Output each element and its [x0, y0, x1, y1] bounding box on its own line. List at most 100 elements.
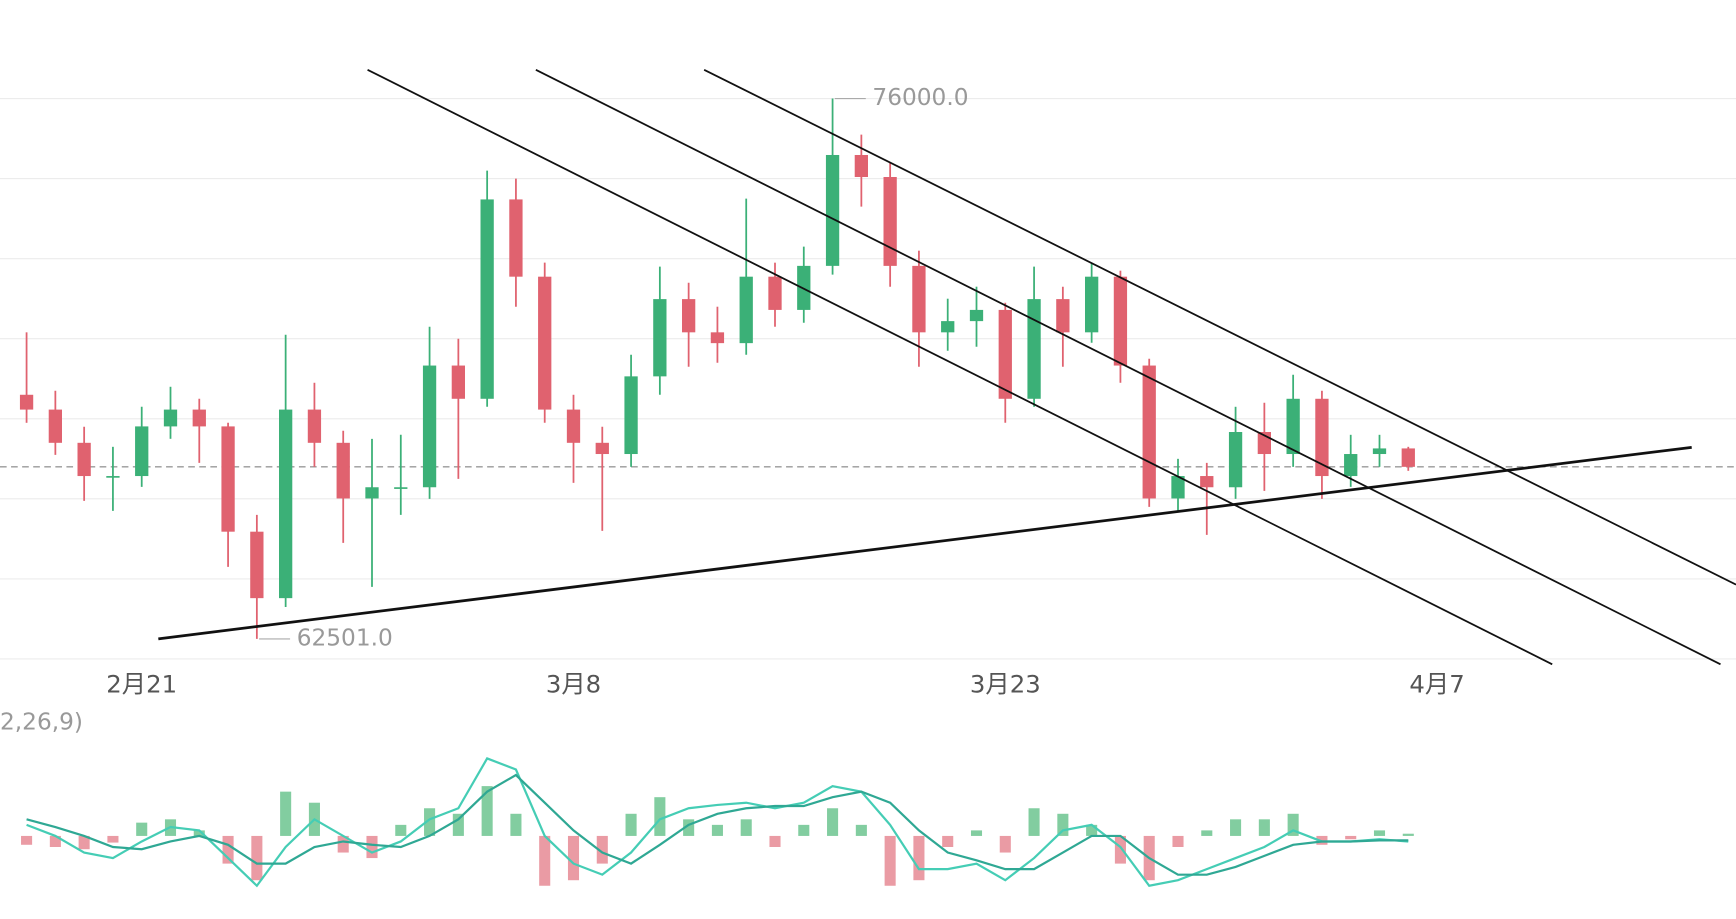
- macd-bar: [1373, 830, 1386, 836]
- macd-bar: [222, 835, 234, 864]
- candle-body: [1286, 398, 1300, 455]
- channel-line: [535, 68, 1721, 666]
- trend-lines: [158, 68, 1736, 666]
- candle-body: [998, 309, 1012, 399]
- macd-bar: [855, 824, 867, 836]
- macd-bar: [1287, 813, 1299, 836]
- macd-bar: [1230, 819, 1242, 836]
- macd-bar: [1345, 835, 1357, 840]
- candle-body: [192, 409, 206, 427]
- candle-body: [106, 476, 120, 478]
- macd-bar: [49, 835, 61, 847]
- candle-body: [1401, 448, 1415, 467]
- candle-body: [566, 409, 581, 443]
- candle-body: [1344, 454, 1358, 477]
- macd-bar: [21, 835, 33, 845]
- macd-bar: [798, 824, 810, 836]
- annotation-label: 62501.0: [297, 624, 393, 651]
- macd-bar: [654, 797, 666, 836]
- macd-label: 2,26,9): [0, 709, 83, 736]
- macd-line: [26, 757, 1409, 888]
- candle-body: [969, 309, 984, 322]
- candle-body: [509, 199, 523, 277]
- macd-bar: [78, 835, 90, 850]
- candle-body: [941, 321, 955, 333]
- candle-body: [1315, 398, 1329, 477]
- x-tick-label: 4月7: [1409, 669, 1464, 698]
- macd-bar: [625, 813, 637, 836]
- macd-bar: [884, 835, 896, 886]
- candle-body: [739, 276, 753, 344]
- candle-body: [768, 276, 782, 310]
- macd-bar: [740, 819, 752, 836]
- macd-bar: [1028, 808, 1040, 836]
- candle-body: [1142, 365, 1156, 499]
- macd-bar: [193, 830, 205, 836]
- x-tick-label: 2月21: [106, 669, 177, 698]
- candle-body: [336, 442, 350, 499]
- candle-body: [307, 409, 322, 443]
- candle-body: [135, 426, 149, 477]
- candle-body: [250, 531, 264, 599]
- candle-body: [1027, 299, 1041, 399]
- candle-body: [653, 299, 667, 377]
- macd-bar: [1172, 835, 1184, 847]
- macd-bar: [1258, 819, 1270, 836]
- macd-bar: [1057, 813, 1069, 836]
- candle-body: [77, 442, 91, 477]
- macd-bar: [769, 835, 781, 847]
- macd-line: [26, 773, 1409, 876]
- candle-body: [221, 426, 235, 532]
- candle-body: [854, 154, 868, 178]
- candle-body: [682, 299, 696, 333]
- channel-line: [367, 68, 1553, 666]
- candle-body: [538, 276, 552, 410]
- macd-bar: [452, 813, 464, 836]
- macd-bar: [107, 835, 119, 843]
- macd-bar: [683, 819, 695, 836]
- macd-bar: [481, 786, 493, 836]
- macd-bar: [1114, 835, 1126, 864]
- annotation-label: 76000.0: [872, 84, 968, 111]
- candle-body: [422, 365, 437, 488]
- candle-body: [394, 487, 408, 489]
- macd-bar: [510, 813, 522, 836]
- candle-body: [624, 376, 638, 455]
- candle-body: [1372, 448, 1387, 455]
- macd-bar: [1201, 830, 1213, 836]
- macd-bar: [970, 830, 983, 836]
- candle-body: [1228, 432, 1243, 488]
- macd-bar: [280, 791, 292, 836]
- candle-body: [825, 154, 840, 266]
- candle-body: [365, 487, 379, 499]
- macd-bar: [395, 824, 407, 836]
- macd-bar: [942, 835, 954, 847]
- macd-bar: [711, 824, 723, 836]
- candle-body: [1113, 276, 1128, 366]
- candle-body: [1200, 476, 1214, 488]
- macd-bar: [913, 835, 925, 881]
- macd-bar: [424, 808, 436, 836]
- macd-bar: [1402, 833, 1414, 836]
- macd-bar: [337, 835, 349, 853]
- macd-bar: [596, 835, 608, 864]
- macd-bar: [827, 808, 839, 836]
- candle-body: [163, 409, 178, 427]
- macd-bar: [1086, 824, 1098, 836]
- candle-body: [48, 409, 62, 443]
- candle-body: [279, 409, 293, 599]
- candle-body: [710, 332, 725, 344]
- candle-body: [451, 365, 465, 399]
- candle-body: [19, 394, 34, 410]
- candle-body: [1171, 476, 1185, 499]
- macd-bar: [999, 835, 1011, 853]
- channel-line: [703, 68, 1736, 586]
- macd-bar: [567, 835, 580, 881]
- candle-body: [883, 177, 897, 266]
- candle-body: [912, 265, 926, 333]
- macd-bar: [539, 835, 551, 886]
- x-tick-label: 3月23: [970, 669, 1041, 698]
- x-tick-label: 3月8: [546, 669, 601, 698]
